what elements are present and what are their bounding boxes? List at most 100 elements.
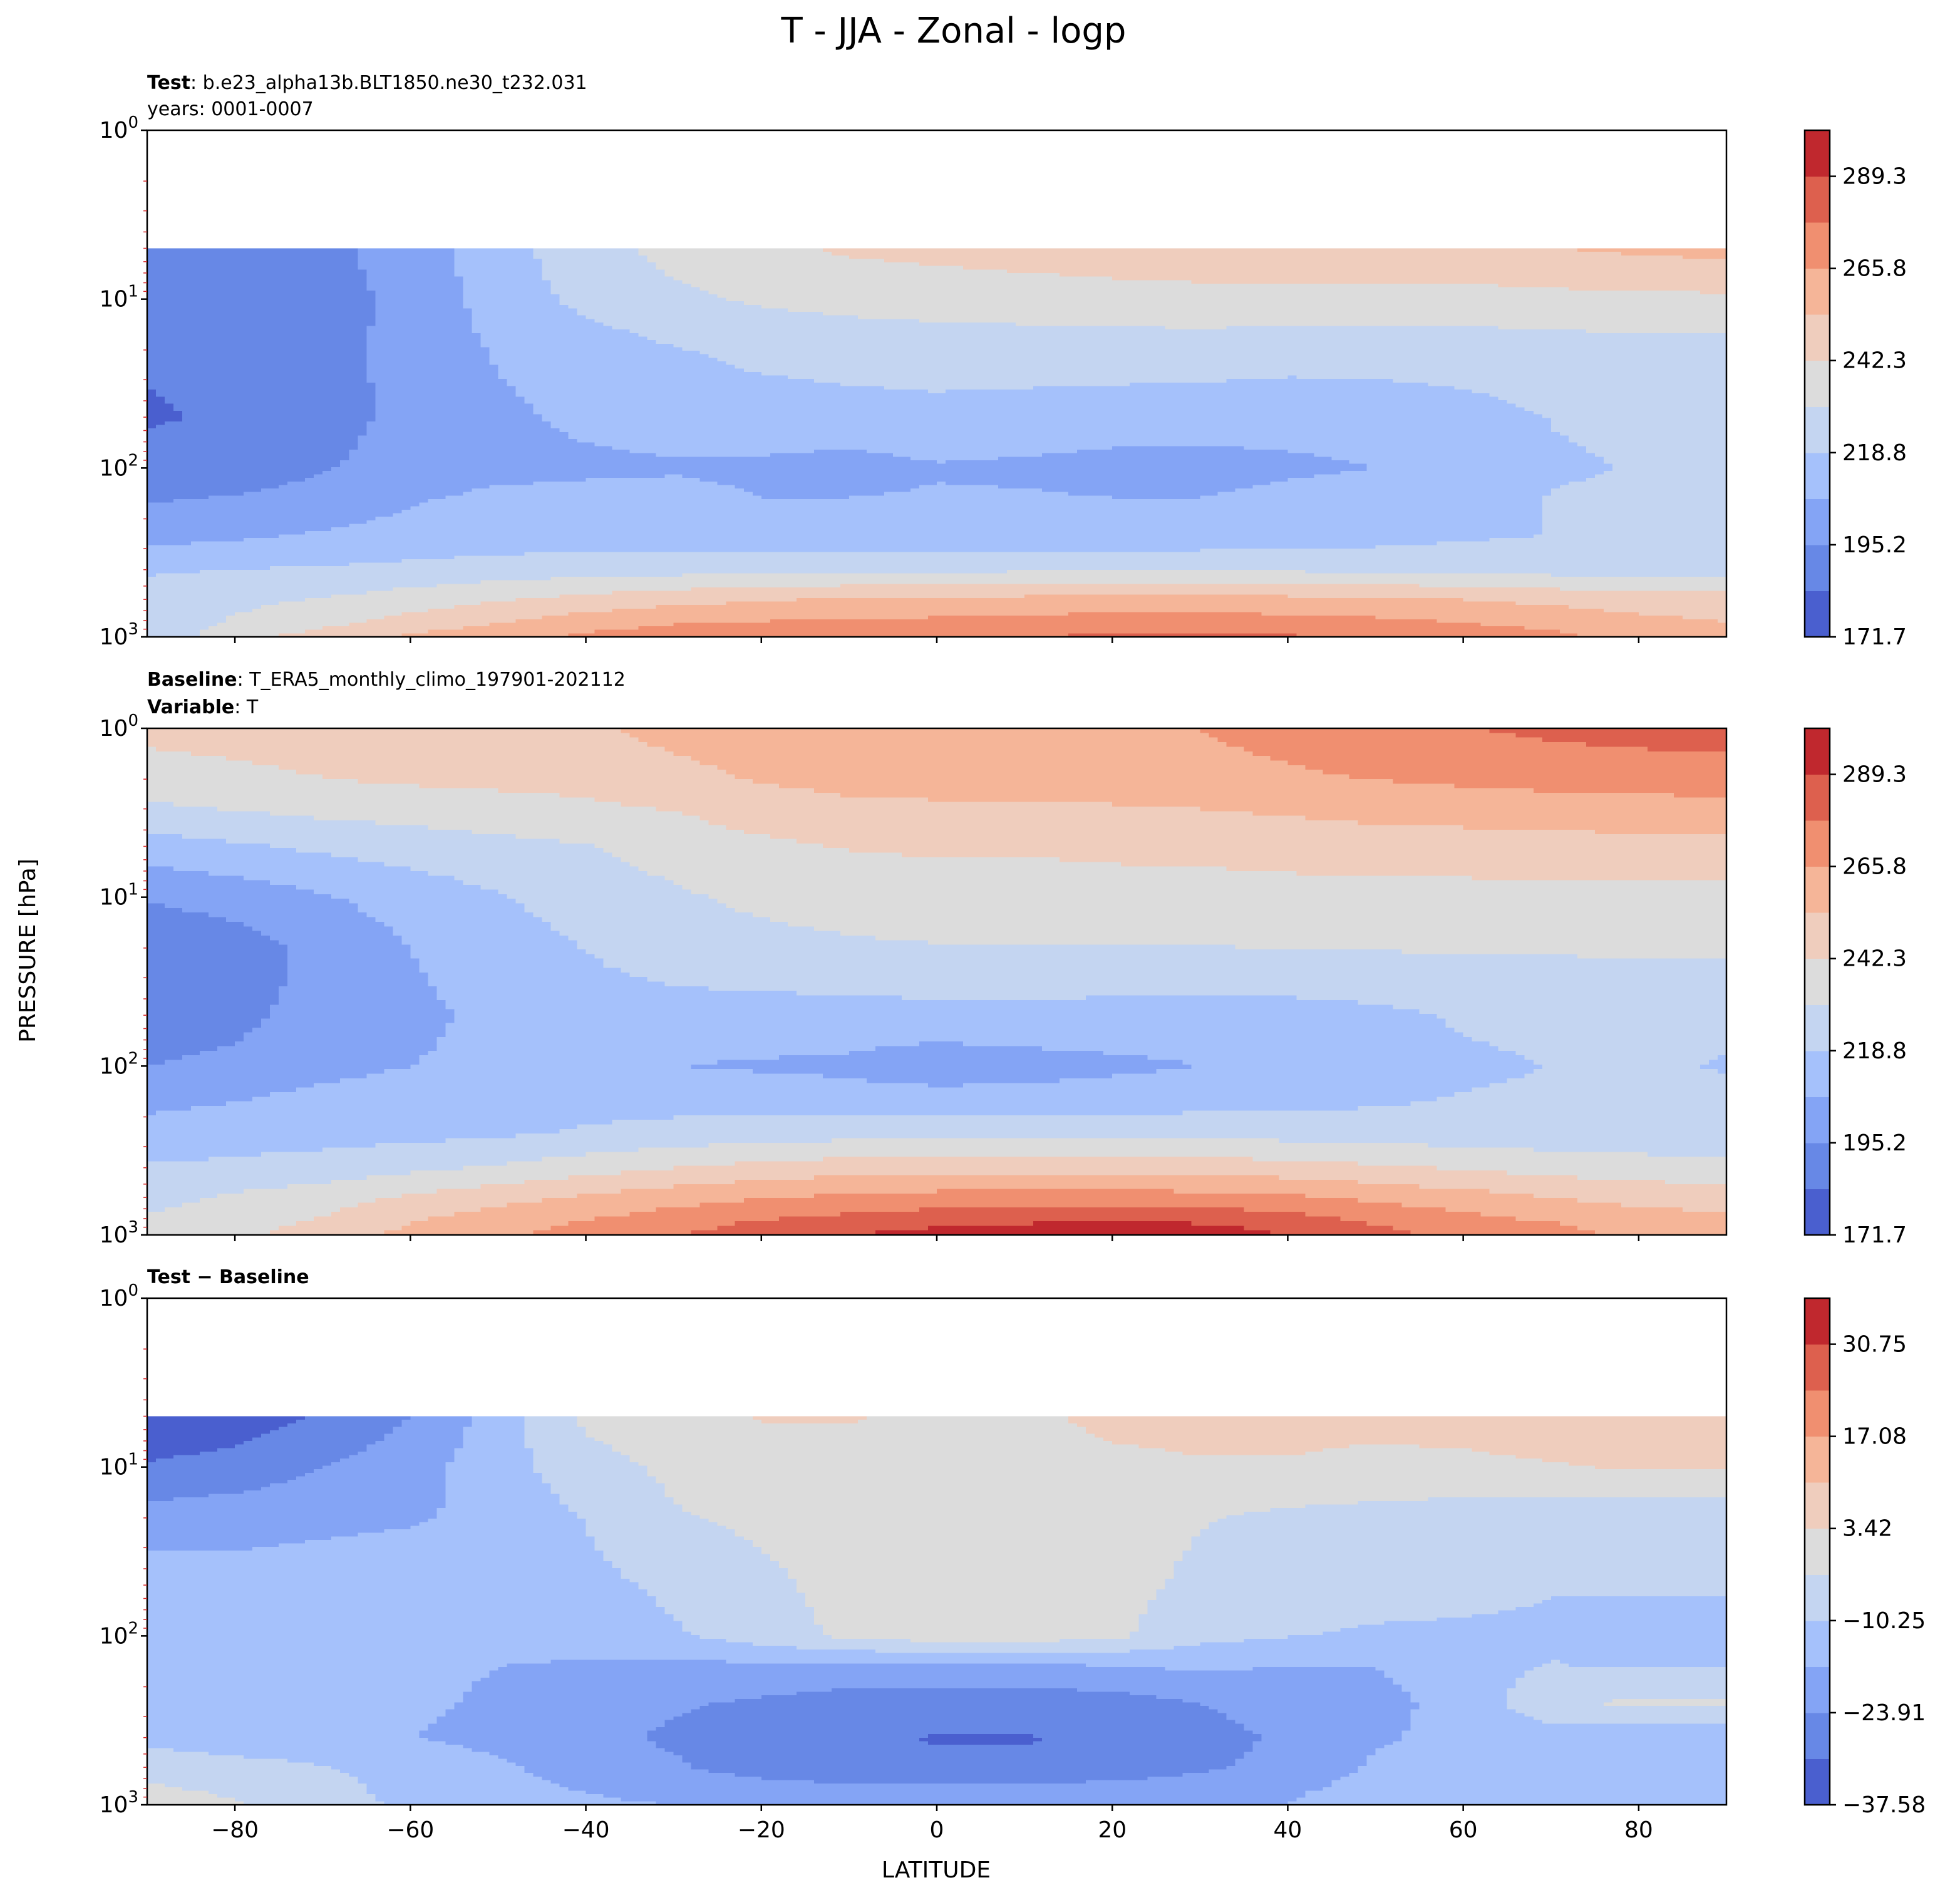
contour-cell xyxy=(1191,1064,1543,1070)
contour-cell xyxy=(647,1730,1253,1735)
contour-cell xyxy=(612,1561,780,1566)
contour-cell xyxy=(147,538,244,542)
contour-cell xyxy=(147,1469,314,1474)
contour-cell xyxy=(559,839,797,844)
contour-cell xyxy=(813,1610,1148,1614)
contour-cell xyxy=(147,400,165,405)
contour-cell xyxy=(1524,1713,1726,1717)
contour-cell xyxy=(1410,1709,1517,1713)
contour-cell xyxy=(454,875,666,881)
contour-cell xyxy=(1507,1706,1726,1710)
contour-cell xyxy=(375,315,473,319)
contour-cell xyxy=(1068,1420,1726,1424)
colorbar-swatch xyxy=(1805,176,1830,223)
contour-cell xyxy=(1463,1032,1726,1038)
contour-cell xyxy=(1305,1790,1726,1795)
contour-cell xyxy=(401,1226,552,1231)
contour-cell xyxy=(480,885,683,890)
contour-cell xyxy=(621,728,1200,733)
contour-cell xyxy=(375,319,473,323)
contour-cell xyxy=(603,1550,762,1555)
contour-cell xyxy=(147,1734,420,1738)
contour-cell xyxy=(375,418,543,422)
contour-cell xyxy=(375,1797,622,1802)
contour-cell xyxy=(647,1589,797,1594)
contour-cell xyxy=(375,410,534,415)
contour-cell xyxy=(1419,584,1726,588)
contour-cell xyxy=(822,1073,1113,1079)
contour-cell xyxy=(524,400,1508,405)
contour-cell xyxy=(165,400,376,405)
contour-cell xyxy=(1717,1069,1726,1075)
y-tick-label: 103 xyxy=(100,1218,138,1248)
panel-header-label: Test − Baseline xyxy=(147,1266,309,1288)
contour-cell xyxy=(147,770,297,775)
contour-cell xyxy=(147,1526,411,1530)
contour-cell xyxy=(735,1773,1183,1777)
contour-cell xyxy=(691,1230,876,1235)
contour-cell xyxy=(182,834,517,840)
contour-cell xyxy=(244,1490,446,1495)
contour-cell xyxy=(577,312,823,316)
contour-cell xyxy=(147,825,428,830)
contour-cell xyxy=(937,1189,1174,1194)
contour-cell xyxy=(147,527,332,532)
contour-cell xyxy=(410,506,1543,510)
contour-cell xyxy=(919,1207,1244,1212)
contour-cell xyxy=(1542,1720,1726,1724)
contour-cell xyxy=(279,995,437,1001)
contour-cell xyxy=(147,1519,428,1523)
contour-cell xyxy=(147,1198,200,1204)
contour-cell xyxy=(445,1465,534,1470)
contour-cell xyxy=(699,815,1306,821)
contour-cell xyxy=(515,393,1490,398)
contour-cell xyxy=(717,294,1726,299)
contour-cell xyxy=(717,481,937,486)
contour-cell xyxy=(279,940,402,946)
contour-cell xyxy=(147,1480,288,1484)
contour-cell xyxy=(524,1437,596,1442)
contour-cell xyxy=(428,629,596,634)
contour-cell xyxy=(147,737,639,743)
contour-cell xyxy=(147,343,367,348)
contour-cell xyxy=(147,573,157,577)
contour-field xyxy=(147,1416,1726,1805)
contour-cell xyxy=(656,266,964,270)
contour-cell xyxy=(147,862,384,867)
contour-cell xyxy=(410,954,596,959)
contour-cell xyxy=(822,1628,1139,1633)
contour-cell xyxy=(472,1681,1394,1685)
colorbar-swatch xyxy=(1805,591,1830,638)
contour-cell xyxy=(1594,1465,1726,1470)
contour-cell xyxy=(358,1780,552,1784)
colorbar-tick-label: 195.2 xyxy=(1842,532,1907,558)
x-tick-label: 0 xyxy=(930,1817,944,1843)
contour-cell xyxy=(384,1230,534,1235)
contour-cell xyxy=(463,626,639,631)
contour-cell xyxy=(147,1472,306,1477)
contour-cell xyxy=(542,917,771,922)
contour-cell xyxy=(165,1207,341,1212)
contour-cell xyxy=(848,1050,1104,1056)
contour-cell xyxy=(314,1469,446,1474)
contour-cell xyxy=(349,622,490,627)
contour-cell xyxy=(682,1624,823,1629)
contour-cell xyxy=(147,481,288,486)
contour-cell xyxy=(419,1060,718,1065)
contour-cell xyxy=(621,1451,1183,1456)
contour-cell xyxy=(1489,393,1726,398)
contour-cell xyxy=(717,1522,1209,1526)
contour-cell xyxy=(629,862,1122,867)
contour-cell xyxy=(287,1184,482,1190)
contour-cell xyxy=(1200,1702,1420,1706)
contour-cell xyxy=(366,1073,823,1079)
contour-cell xyxy=(1112,1073,1525,1079)
contour-cell xyxy=(1033,386,1455,390)
contour-cell xyxy=(1489,728,1726,733)
contour-cell xyxy=(147,1430,271,1435)
contour-cell xyxy=(1261,1734,1403,1738)
contour-cell xyxy=(550,921,788,927)
contour-cell xyxy=(638,1586,797,1590)
contour-cell xyxy=(1542,520,1726,525)
